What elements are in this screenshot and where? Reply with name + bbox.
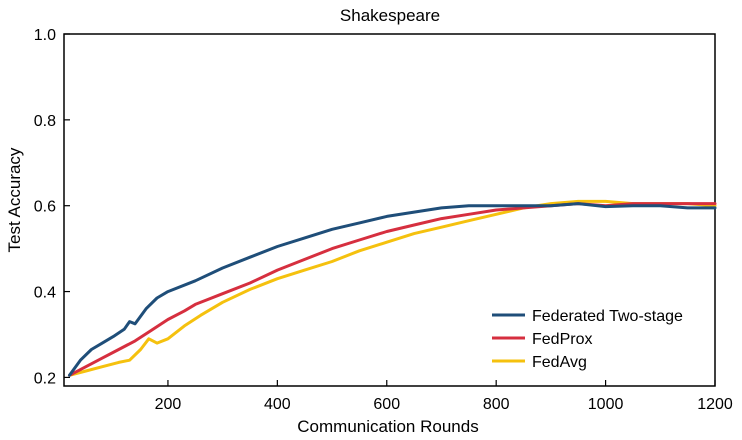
series-line: [68, 199, 717, 377]
legend-label: Federated Two-stage: [532, 308, 683, 325]
legend-label: FedProx: [532, 331, 592, 348]
x-tick-label: 400: [264, 396, 291, 413]
legend: Federated Two-stage FedProx FedAvg: [492, 308, 683, 371]
y-tick-label: 0.6: [34, 199, 56, 216]
legend-label: FedAvg: [532, 354, 587, 371]
series-line: [68, 202, 717, 377]
x-tick-label: 1200: [697, 396, 733, 413]
x-tick-label: 200: [155, 396, 182, 413]
x-axis-label: Communication Rounds: [297, 417, 478, 436]
x-tick-label: 800: [483, 396, 510, 413]
y-tick-label: 1.0: [34, 27, 56, 44]
plot-area-frame: [63, 33, 716, 387]
x-tick-label: 600: [373, 396, 400, 413]
y-tick-label: 0.2: [34, 370, 56, 387]
x-axis: 200 400 600 800 1000 1200: [155, 380, 733, 413]
series-group: [68, 199, 717, 377]
y-tick-label: 0.8: [34, 113, 56, 130]
y-tick-label: 0.4: [34, 285, 56, 302]
chart-title: Shakespeare: [340, 6, 440, 25]
series-line: [68, 202, 717, 377]
x-tick-label: 1000: [588, 396, 624, 413]
y-axis: 0.2 0.4 0.6 0.8 1.0: [34, 27, 70, 387]
y-axis-label: Test Accuracy: [5, 147, 24, 252]
